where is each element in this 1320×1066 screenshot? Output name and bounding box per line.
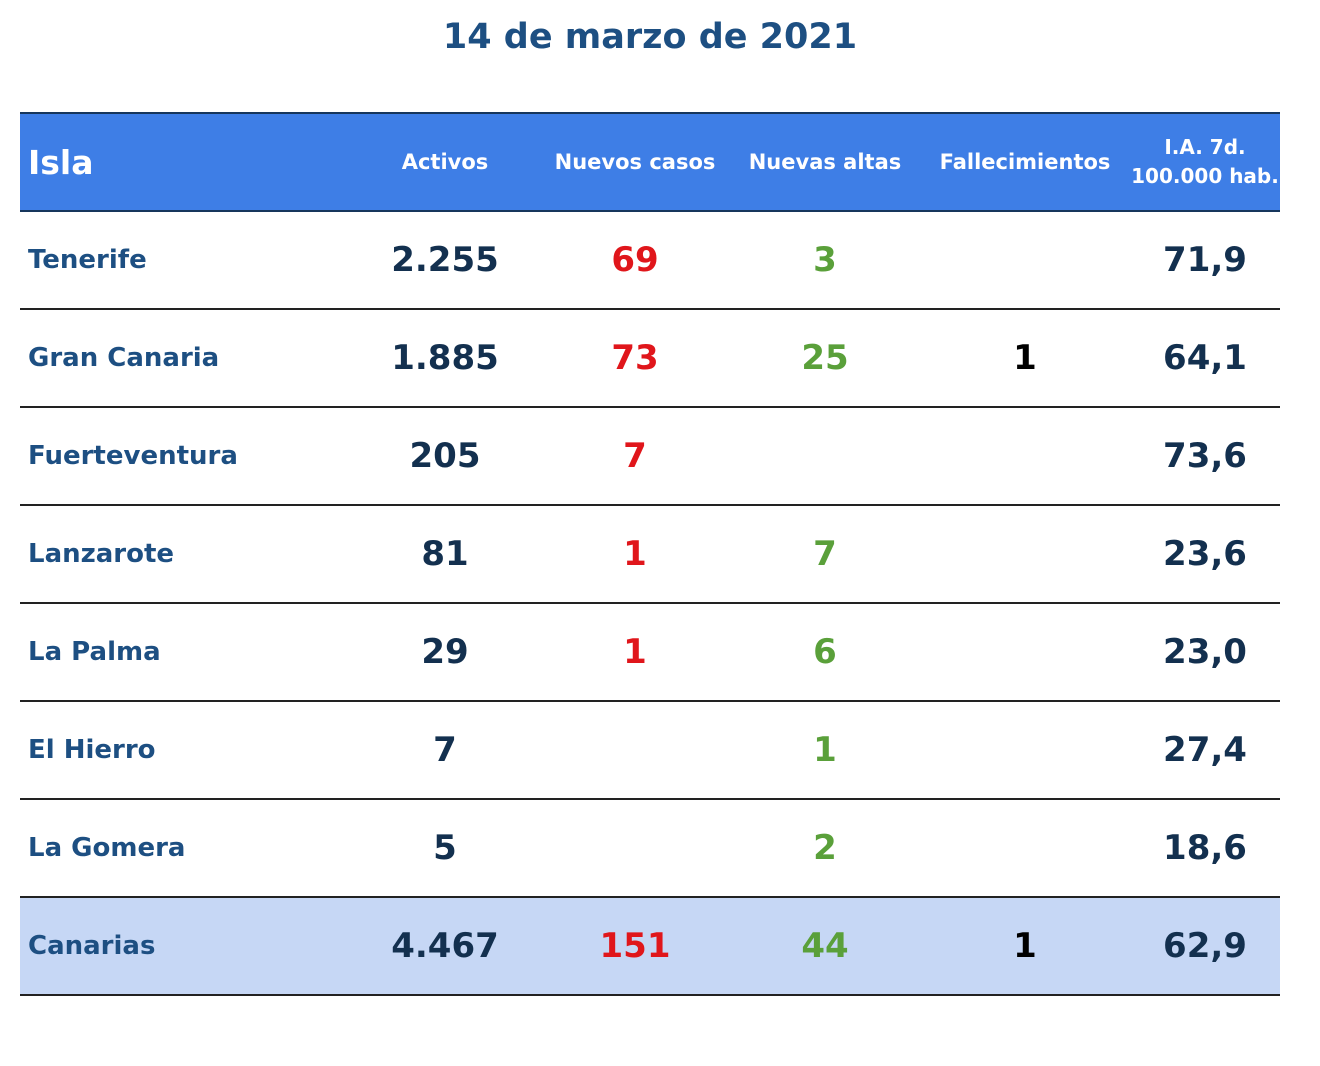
cell-ia: 71,9	[1130, 211, 1280, 310]
cell-nuevas-altas: 3	[730, 211, 920, 310]
header-nuevos-casos: Nuevos casos	[540, 112, 730, 212]
cell-fallecimientos	[920, 505, 1130, 604]
cell-activos: 205	[350, 407, 540, 506]
cell-ia: 73,6	[1130, 407, 1280, 506]
cell-fallecimientos: 1	[920, 309, 1130, 408]
cell-nuevas-altas: 2	[730, 799, 920, 898]
cell-nuevas-altas: 6	[730, 603, 920, 702]
cell-nuevos-casos: 151	[540, 897, 730, 996]
cell-nuevos-casos: 69	[540, 211, 730, 310]
cell-fallecimientos: 1	[920, 897, 1130, 996]
cell-activos: 1.885	[350, 309, 540, 408]
cell-isla: Tenerife	[20, 211, 350, 310]
cell-isla: Gran Canaria	[20, 309, 350, 408]
cell-activos: 81	[350, 505, 540, 604]
header-activos: Activos	[350, 112, 540, 212]
cell-activos: 7	[350, 701, 540, 800]
header-ia: I.A. 7d. 100.000 hab.	[1130, 112, 1280, 212]
cell-nuevos-casos: 1	[540, 505, 730, 604]
cell-nuevas-altas: 1	[730, 701, 920, 800]
cell-nuevos-casos: 1	[540, 603, 730, 702]
cell-ia: 23,0	[1130, 603, 1280, 702]
cell-nuevas-altas	[730, 407, 920, 506]
table-row: La Gomera 5 2 18,6	[20, 799, 1280, 898]
header-fallecimientos: Fallecimientos	[920, 112, 1130, 212]
table-row: Fuerteventura 205 7 73,6	[20, 407, 1280, 506]
cell-ia: 23,6	[1130, 505, 1280, 604]
cell-ia: 64,1	[1130, 309, 1280, 408]
cell-activos: 4.467	[350, 897, 540, 996]
cell-nuevos-casos	[540, 799, 730, 898]
header-isla: Isla	[20, 112, 350, 212]
cell-activos: 5	[350, 799, 540, 898]
cell-activos: 2.255	[350, 211, 540, 310]
header-nuevas-altas: Nuevas altas	[730, 112, 920, 212]
cell-ia: 18,6	[1130, 799, 1280, 898]
cell-fallecimientos	[920, 799, 1130, 898]
cell-nuevas-altas: 44	[730, 897, 920, 996]
cell-nuevos-casos	[540, 701, 730, 800]
cell-isla: La Palma	[20, 603, 350, 702]
cell-activos: 29	[350, 603, 540, 702]
cell-fallecimientos	[920, 407, 1130, 506]
cell-isla: Fuerteventura	[20, 407, 350, 506]
table-row: Lanzarote 81 1 7 23,6	[20, 505, 1280, 604]
cell-ia: 62,9	[1130, 897, 1280, 996]
cell-ia: 27,4	[1130, 701, 1280, 800]
covid-table: Isla Activos Nuevos casos Nuevas altas F…	[20, 112, 1280, 996]
header-ia-line1: I.A. 7d.	[1164, 135, 1246, 159]
cell-fallecimientos	[920, 603, 1130, 702]
cell-nuevas-altas: 7	[730, 505, 920, 604]
table-header-row: Isla Activos Nuevos casos Nuevas altas F…	[20, 112, 1280, 212]
cell-nuevas-altas: 25	[730, 309, 920, 408]
page-title: 14 de marzo de 2021	[442, 17, 858, 57]
cell-isla: La Gomera	[20, 799, 350, 898]
table-row: Gran Canaria 1.885 73 25 1 64,1	[20, 309, 1280, 408]
cell-isla: Canarias	[20, 897, 350, 996]
cell-isla: Lanzarote	[20, 505, 350, 604]
table-row: La Palma 29 1 6 23,0	[20, 603, 1280, 702]
cell-nuevos-casos: 73	[540, 309, 730, 408]
header-ia-line2: 100.000 hab.	[1131, 164, 1279, 188]
table-row: Tenerife 2.255 69 3 71,9	[20, 211, 1280, 310]
cell-fallecimientos	[920, 701, 1130, 800]
cell-nuevos-casos: 7	[540, 407, 730, 506]
cell-isla: El Hierro	[20, 701, 350, 800]
total-row: Canarias 4.467 151 44 1 62,9	[20, 897, 1280, 996]
cell-fallecimientos	[920, 211, 1130, 310]
table-row: El Hierro 7 1 27,4	[20, 701, 1280, 800]
